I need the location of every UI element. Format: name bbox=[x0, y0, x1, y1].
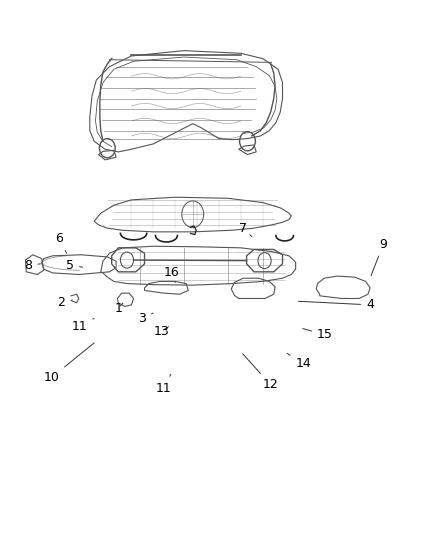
Text: 14: 14 bbox=[287, 353, 311, 370]
Text: 7: 7 bbox=[239, 222, 252, 237]
Text: 9: 9 bbox=[371, 238, 387, 276]
Text: 12: 12 bbox=[243, 354, 279, 391]
Text: 16: 16 bbox=[164, 266, 180, 282]
Text: 6: 6 bbox=[55, 232, 67, 253]
Text: 5: 5 bbox=[66, 259, 83, 272]
Text: 11: 11 bbox=[155, 374, 171, 394]
Text: 11: 11 bbox=[72, 318, 94, 333]
Text: 1: 1 bbox=[114, 302, 123, 314]
Text: 15: 15 bbox=[303, 328, 333, 341]
Text: 13: 13 bbox=[153, 325, 169, 338]
Text: 8: 8 bbox=[25, 259, 40, 272]
Text: 10: 10 bbox=[44, 343, 94, 384]
Text: 2: 2 bbox=[57, 296, 72, 309]
Text: 3: 3 bbox=[138, 312, 153, 325]
Text: 4: 4 bbox=[298, 298, 374, 311]
